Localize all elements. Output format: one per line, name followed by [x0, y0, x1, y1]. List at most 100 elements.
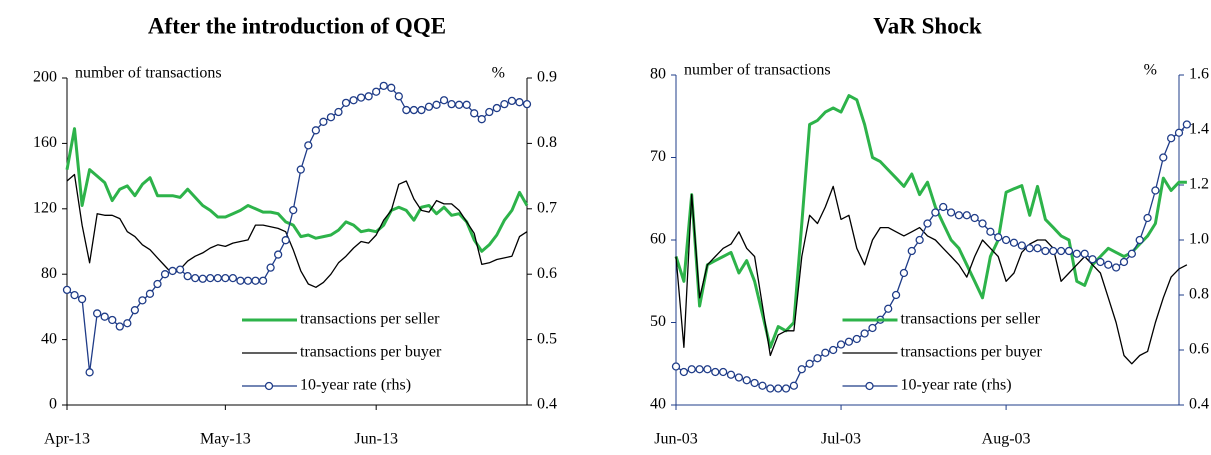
rate-marker [703, 365, 712, 374]
rate-marker [417, 105, 426, 115]
rate-marker [899, 268, 909, 278]
rate-marker [781, 384, 791, 393]
rate-marker [671, 362, 681, 371]
rate-marker [679, 367, 689, 377]
rate-marker [774, 384, 783, 393]
rate-marker [986, 227, 995, 236]
rate-marker [281, 236, 290, 245]
rate-marker [978, 219, 987, 228]
rate-marker [789, 381, 799, 390]
chart-title: VaR Shock [873, 13, 982, 38]
rate-marker [1041, 246, 1050, 256]
rate-marker [311, 126, 321, 135]
rate-marker [356, 93, 366, 102]
rate-marker [258, 276, 268, 285]
rate-marker [213, 273, 222, 283]
rate-marker [726, 370, 736, 379]
rate-marker [409, 105, 419, 115]
series-line [674, 94, 1187, 349]
rate-marker [439, 96, 449, 105]
rate-marker [931, 208, 940, 217]
rate-marker [477, 115, 486, 124]
rate-marker [145, 289, 155, 298]
y-tick-label: 80 [41, 265, 57, 282]
rate-marker [946, 208, 956, 217]
rate-marker [1001, 235, 1011, 245]
rate-marker [821, 348, 830, 357]
rate-marker [829, 345, 838, 355]
rate-marker [507, 96, 517, 106]
rate-marker [334, 107, 343, 117]
rate-marker [1143, 213, 1152, 223]
y2-tick-label: 0.8 [1189, 286, 1209, 303]
series-line [66, 173, 528, 288]
legend-label: transactions per buyer [901, 344, 1043, 361]
x-tick-label: Jun-03 [654, 431, 698, 448]
y-axis-label: number of transactions [75, 65, 222, 82]
rate-marker [206, 273, 215, 283]
rate-marker [923, 219, 932, 228]
rate-marker [758, 381, 767, 390]
rate-marker [1159, 153, 1168, 162]
rate-marker [319, 117, 328, 126]
rate-marker [70, 290, 79, 300]
rate-marker [813, 354, 822, 363]
rate-marker [1080, 249, 1089, 258]
rate-marker [719, 367, 728, 377]
rate-marker [372, 87, 381, 96]
rate-marker [1056, 246, 1066, 256]
rate-marker [515, 98, 524, 107]
legend-marker [264, 381, 274, 391]
y2-tick-label: 1.6 [1189, 66, 1209, 83]
rate-marker [387, 83, 396, 92]
rate-marker [1049, 246, 1058, 256]
y2-tick-label: 1.0 [1189, 231, 1209, 248]
rate-marker [962, 211, 971, 220]
rate-marker [77, 294, 87, 304]
y-tick-label: 120 [33, 199, 57, 216]
rate-marker [251, 276, 260, 285]
y2-tick-label: 0.4 [537, 396, 557, 413]
rate-marker [266, 263, 275, 272]
rate-marker [844, 337, 854, 346]
rate-marker [891, 290, 901, 300]
rate-marker [1119, 257, 1129, 267]
rate-marker [1072, 249, 1081, 258]
rate-marker [836, 340, 846, 349]
y-tick-label: 200 [33, 69, 57, 86]
y-tick-label: 40 [41, 330, 57, 347]
rate-marker [734, 373, 744, 382]
series-line [675, 185, 1188, 365]
rate-marker [860, 329, 869, 338]
y2-axis-label: % [492, 65, 505, 82]
rate-marker [115, 322, 124, 331]
rate-marker [522, 100, 532, 109]
rate-marker [470, 109, 479, 118]
chart-title: After the introduction of QQE [148, 13, 446, 38]
rate-marker [1009, 238, 1019, 247]
rate-marker [424, 102, 434, 111]
x-tick-label: Aug-03 [982, 431, 1031, 448]
rate-marker [349, 96, 358, 105]
y2-tick-label: 1.2 [1189, 176, 1209, 193]
rate-marker [1064, 246, 1074, 256]
y-tick-label: 70 [650, 148, 666, 165]
rate-marker [108, 315, 117, 325]
rate-marker [326, 113, 336, 122]
legend-label: transactions per seller [901, 311, 1041, 328]
legend-label: transactions per buyer [300, 344, 442, 361]
y-axis-label: number of transactions [684, 62, 831, 79]
y2-tick-label: 0.9 [537, 69, 557, 86]
rate-marker [243, 276, 253, 285]
rate-marker [296, 165, 305, 174]
rate-marker [492, 103, 501, 113]
rate-marker [153, 279, 162, 289]
legend-label: transactions per seller [300, 311, 440, 328]
y-tick-label: 80 [650, 66, 666, 83]
rate-marker [994, 233, 1003, 242]
rate-marker [797, 365, 806, 374]
rate-marker [454, 100, 464, 109]
rate-marker [62, 285, 72, 295]
rate-marker [1174, 128, 1184, 137]
